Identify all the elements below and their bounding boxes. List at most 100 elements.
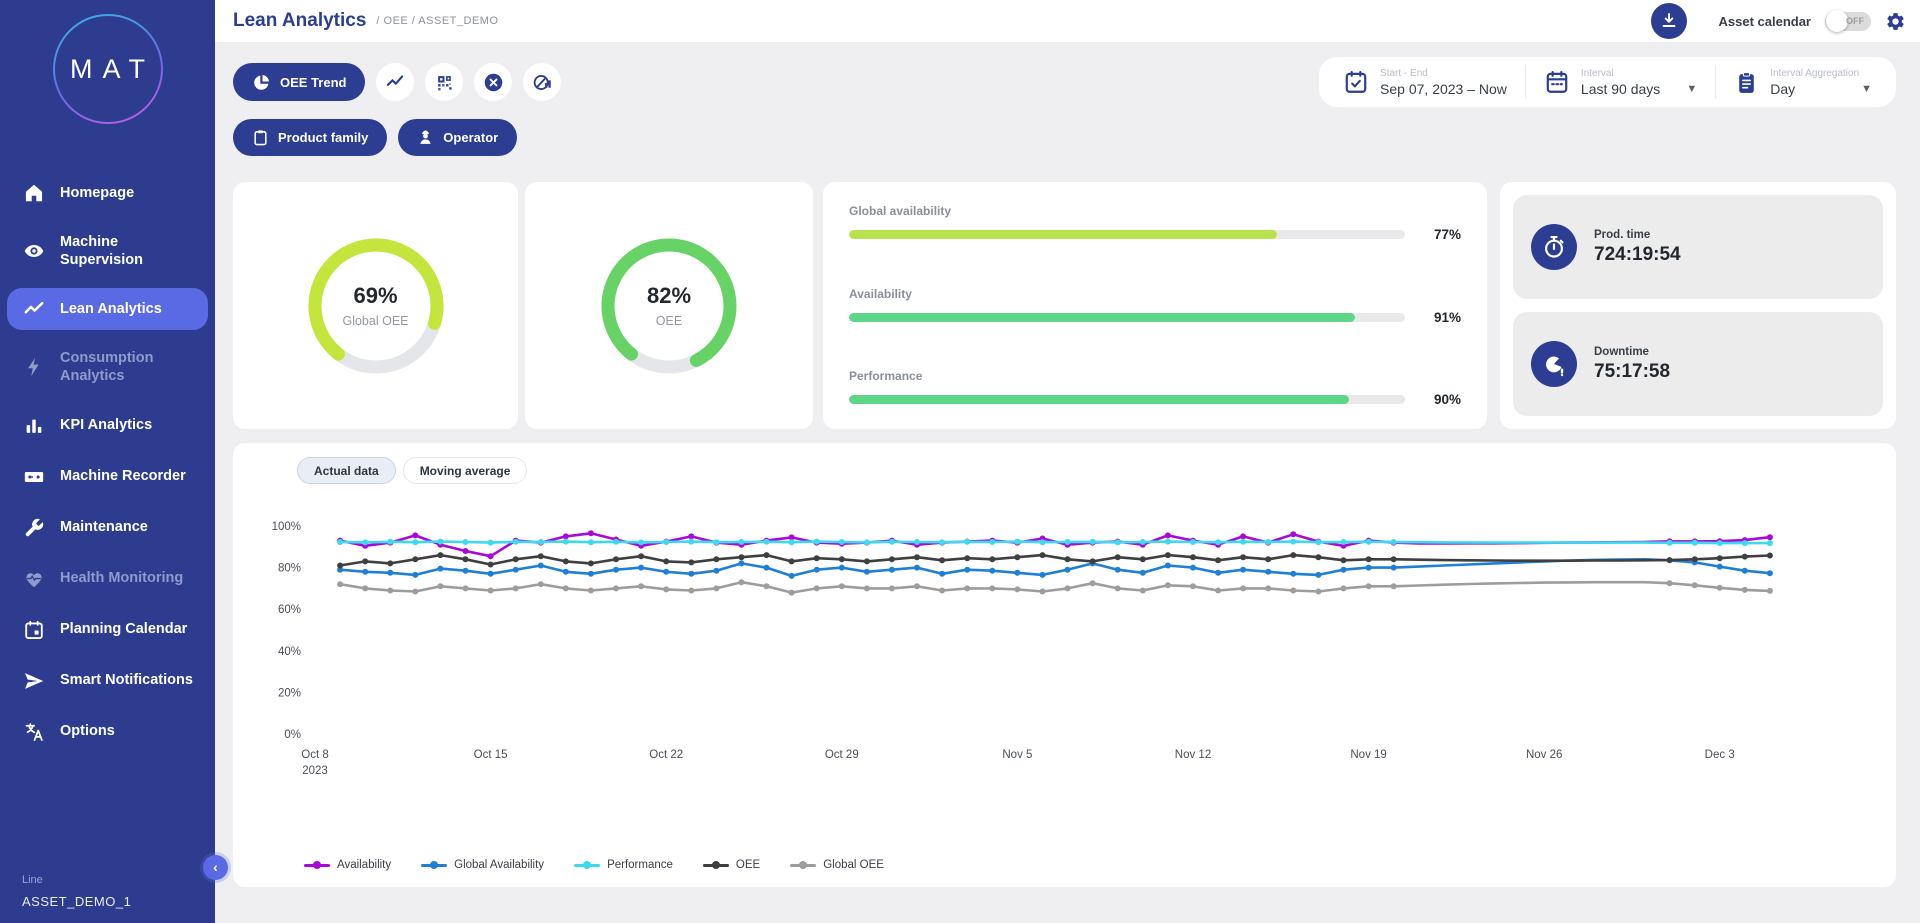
legend-item-oee[interactable]: OEE bbox=[702, 859, 761, 871]
sidebar-item-label: Homepage bbox=[60, 184, 135, 201]
global-oee-label: Global OEE bbox=[342, 314, 409, 328]
bar-label: Global availability bbox=[849, 204, 952, 218]
losses-view-button[interactable] bbox=[523, 63, 562, 101]
aggregation-control[interactable]: Interval Aggregation Day ▼ bbox=[1715, 65, 1890, 99]
legend-marker bbox=[574, 861, 601, 869]
sidebar-item-smart-notifications[interactable]: Smart Notifications bbox=[7, 660, 208, 702]
sidebar-item-maintenance[interactable]: Maintenance bbox=[7, 507, 208, 549]
oee-label: OEE bbox=[655, 314, 683, 328]
settings-button[interactable] bbox=[1885, 11, 1906, 32]
sidebar-item-label: Health Monitoring bbox=[60, 570, 184, 587]
svg-text:Oct 15: Oct 15 bbox=[474, 749, 508, 761]
sidebar-item-options[interactable]: Options bbox=[7, 711, 208, 753]
oee-trend-tab[interactable]: OEE Trend bbox=[233, 63, 366, 101]
aggregation-value: Day bbox=[1770, 80, 1796, 97]
bar-label: Availability bbox=[849, 286, 912, 301]
chart-tab-actual-data[interactable]: Actual data bbox=[297, 457, 396, 484]
asset-calendar-toggle[interactable]: OFF bbox=[1825, 9, 1871, 32]
legend-item-global-availability[interactable]: Global Availability bbox=[421, 859, 544, 871]
sidebar-item-label: Lean Analytics bbox=[60, 301, 162, 318]
operator-label: Operator bbox=[443, 130, 499, 145]
sidebar-item-label: Machine Supervision bbox=[60, 234, 143, 269]
oee-gauge-card: 82% OEE bbox=[525, 182, 813, 429]
eye-icon bbox=[23, 240, 45, 262]
download-button[interactable] bbox=[1650, 3, 1687, 39]
close-circle-icon bbox=[483, 72, 504, 93]
svg-text:20%: 20% bbox=[278, 687, 301, 699]
start-end-value: Sep 07, 2023 – Now bbox=[1380, 80, 1507, 97]
sidebar-item-consumption-analytics[interactable]: Consumption Analytics bbox=[7, 339, 208, 395]
clear-button[interactable] bbox=[474, 63, 513, 101]
product-family-label: Product family bbox=[278, 130, 369, 145]
bar-track bbox=[849, 395, 1405, 404]
bar-performance: Performance 90% bbox=[849, 369, 1461, 407]
chart-tabs: Actual data Moving average bbox=[297, 457, 1880, 484]
grid-view-button[interactable] bbox=[425, 63, 464, 101]
legend-label: OEE bbox=[735, 859, 761, 871]
bar-global-availability: Global availability 77% bbox=[849, 204, 1461, 242]
legend-marker bbox=[702, 861, 729, 869]
sidebar-item-label: Planning Calendar bbox=[60, 621, 188, 638]
home-icon bbox=[23, 182, 45, 204]
kpi-cards-row: 69% Global OEE 82% OEE Global bbox=[233, 182, 1896, 429]
sidebar-item-planning-calendar[interactable]: Planning Calendar bbox=[7, 609, 208, 651]
logo: MAT bbox=[0, 0, 215, 124]
chevron-down-icon: ▼ bbox=[1861, 82, 1872, 95]
toggle-knob bbox=[1826, 9, 1848, 32]
sidebar-footer: Line ASSET_DEMO_1 bbox=[22, 874, 131, 909]
logo-circle: MAT bbox=[53, 14, 163, 124]
product-family-filter-button[interactable]: Product family bbox=[233, 119, 388, 156]
trend-icon bbox=[23, 298, 45, 320]
bar-percentage: 77% bbox=[1433, 227, 1461, 242]
legend-label: Availability bbox=[337, 859, 392, 871]
availability-bars-card: Global availability 77% Availability 91% Per… bbox=[823, 182, 1487, 429]
sidebar-item-kpi-analytics[interactable]: KPI Analytics bbox=[7, 405, 208, 447]
bar-track bbox=[849, 230, 1405, 239]
svg-text:0%: 0% bbox=[284, 729, 301, 741]
operator-filter-button[interactable]: Operator bbox=[398, 119, 518, 156]
legend-marker bbox=[304, 861, 330, 869]
sidebar-item-label: Smart Notifications bbox=[60, 672, 193, 689]
start-end-control[interactable]: Start - End Sep 07, 2023 – Now bbox=[1325, 65, 1525, 99]
pie-chart-icon bbox=[252, 73, 271, 92]
svg-text:Oct 29: Oct 29 bbox=[825, 749, 859, 761]
legend-item-performance[interactable]: Performance bbox=[574, 859, 673, 871]
breadcrumb: / OEE / ASSET_DEMO bbox=[376, 15, 499, 27]
losses-chart-icon bbox=[532, 72, 553, 93]
oee-trend-label: OEE Trend bbox=[280, 74, 347, 90]
heart-icon bbox=[23, 568, 45, 590]
toolbar: OEE Trend bbox=[233, 57, 1896, 107]
sidebar-item-label: Options bbox=[60, 723, 115, 740]
operator-icon bbox=[417, 129, 434, 146]
sidebar-item-homepage[interactable]: Homepage bbox=[7, 172, 208, 214]
chart-tab-moving-average[interactable]: Moving average bbox=[402, 457, 528, 484]
oee-gauge: 82% OEE bbox=[594, 231, 744, 381]
sidebar-item-label: Machine Recorder bbox=[60, 468, 186, 485]
line-chart-view-button[interactable] bbox=[376, 63, 415, 101]
oee-trend-chart: 0% 20% 40% 60% 80% 100% Oct 8 2023 Oct 15 Oct 22 O… bbox=[272, 521, 1773, 777]
legend-item-global-oee[interactable]: Global OEE bbox=[790, 859, 884, 871]
clipboard-icon bbox=[252, 129, 269, 146]
oee-trend-chart-card: Actual data Moving average 0% 20% 40% 60% 80%… bbox=[233, 443, 1896, 887]
oee-value: 82% bbox=[646, 283, 692, 308]
sidebar-item-machine-supervision[interactable]: Machine Supervision bbox=[7, 223, 208, 279]
svg-text:40%: 40% bbox=[278, 646, 301, 658]
sidebar-menu: Homepage Machine Supervision Lean Analytic… bbox=[0, 172, 215, 753]
svg-text:Nov 26: Nov 26 bbox=[1526, 749, 1562, 761]
sidebar-item-health-monitoring[interactable]: Health Monitoring bbox=[7, 558, 208, 600]
legend-item-availability[interactable]: Availability bbox=[304, 859, 391, 871]
sidebar-collapse-button[interactable]: ‹ bbox=[203, 855, 228, 880]
sidebar-item-label: Maintenance bbox=[60, 519, 148, 536]
bar-percentage: 91% bbox=[1433, 309, 1461, 325]
sidebar-item-lean-analytics[interactable]: Lean Analytics bbox=[7, 288, 208, 331]
calendar-icon bbox=[1544, 69, 1570, 95]
svg-text:100%: 100% bbox=[272, 521, 301, 533]
interval-control[interactable]: Interval Last 90 days ▼ bbox=[1524, 65, 1715, 99]
svg-text:Dec 3: Dec 3 bbox=[1705, 749, 1735, 761]
time-value: 75:17:58 bbox=[1594, 360, 1671, 382]
prod-time-tile: Prod. time 724:19:54 bbox=[1513, 195, 1883, 299]
sidebar-item-label: Consumption Analytics bbox=[60, 350, 154, 385]
line-chart-icon bbox=[385, 72, 405, 92]
sidebar-item-machine-recorder[interactable]: Machine Recorder bbox=[7, 456, 208, 498]
svg-text:Nov 19: Nov 19 bbox=[1350, 749, 1386, 761]
